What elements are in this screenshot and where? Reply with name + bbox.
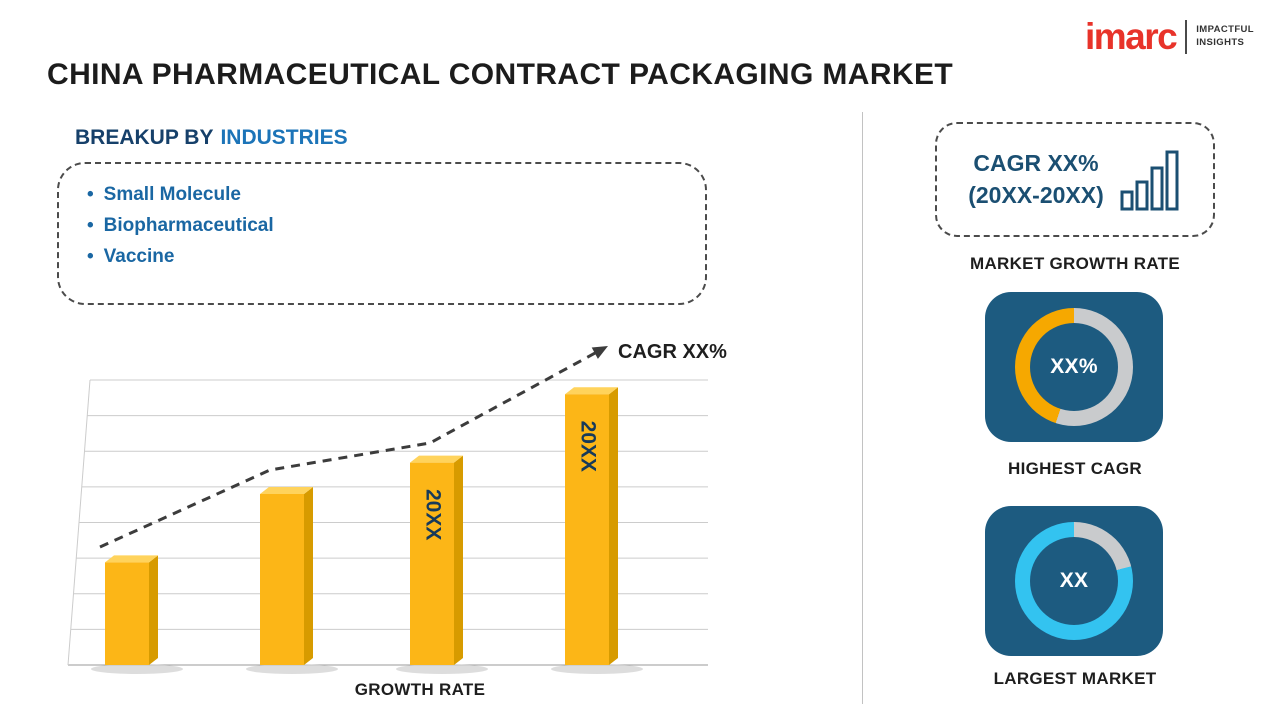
cagr-value: CAGR XX% (973, 150, 1099, 177)
cagr-period: (20XX-20XX) (968, 181, 1104, 208)
chart-gridlines (67, 379, 708, 666)
bar-shadow (91, 664, 183, 674)
bar-side-face (454, 455, 463, 665)
bar-side-face (149, 555, 158, 665)
largest-market-tile: XX (985, 506, 1163, 656)
chart-xaxis-label: GROWTH RATE (354, 680, 486, 699)
bar-shadow (246, 664, 338, 674)
logo-tagline-line2: INSIGHTS (1196, 36, 1245, 48)
chart-bars: 20XX 20XX (91, 387, 643, 674)
bar-top-face (105, 555, 158, 563)
imarc-logo: imarc IMPACTFUL INSIGHTS (1085, 18, 1254, 55)
breakup-industries-box: Small Molecule Biopharmaceutical Vaccine (57, 162, 707, 305)
logo-wordmark: imarc (1084, 16, 1178, 57)
bar (410, 462, 454, 665)
industry-small-molecule: Small Molecule (103, 184, 241, 205)
bar-top-face (260, 487, 313, 494)
donut-center: XX% (1030, 323, 1118, 411)
bar-shadow (396, 664, 488, 674)
list-item: Biopharmaceutical (87, 210, 705, 241)
highest-cagr-value: XX% (1050, 355, 1098, 378)
largest-market-label: LARGEST MARKET (993, 669, 1157, 688)
bar (260, 494, 304, 665)
highest-cagr-label: HIGHEST CAGR (1008, 459, 1142, 478)
industry-biopharmaceutical: Biopharmaceutical (103, 215, 274, 236)
y-axis-line (67, 379, 91, 666)
breakup-industries-list: Small Molecule Biopharmaceutical Vaccine (59, 164, 705, 272)
logo-separator (1185, 19, 1188, 54)
trend-dashed-arrow (99, 350, 598, 549)
bar (105, 562, 149, 665)
highest-cagr-donut-chart: XX% (1015, 308, 1133, 426)
bar-top-face (410, 455, 463, 463)
bar-label: 20XX (421, 489, 444, 540)
largest-market-value: XX (1059, 569, 1089, 592)
growth-rate-bar-chart: 20XX 20XX (67, 346, 708, 674)
largest-market-donut-chart: XX (1015, 522, 1133, 640)
list-item: Vaccine (87, 241, 705, 272)
bar-chart-icon (1120, 150, 1179, 210)
cagr-summary-box: CAGR XX% (20XX-20XX) (935, 122, 1215, 237)
bar-shadow (551, 664, 643, 674)
list-item: Small Molecule (87, 179, 705, 210)
bar (565, 394, 609, 665)
trend-arrowhead-icon (591, 346, 608, 359)
market-growth-rate-label: MARKET GROWTH RATE (969, 254, 1180, 273)
page-title: CHINA PHARMACEUTICAL CONTRACT PACKAGING … (47, 58, 954, 91)
bar-label: 20XX (576, 421, 599, 472)
bar-top-face (565, 387, 618, 395)
logo-tagline: IMPACTFUL INSIGHTS (1196, 24, 1254, 49)
bar-side-face (609, 387, 618, 665)
breakup-heading: BREAKUP BY INDUSTRIES (75, 126, 348, 150)
breakup-heading-highlight: INDUSTRIES (220, 126, 348, 149)
vertical-divider (862, 112, 863, 704)
highest-cagr-tile: XX% (985, 292, 1163, 442)
bar-side-face (304, 487, 313, 665)
industry-vaccine: Vaccine (103, 246, 175, 267)
breakup-heading-prefix: BREAKUP BY (75, 126, 214, 149)
donut-center: XX (1030, 537, 1118, 625)
cagr-summary-text: CAGR XX% (20XX-20XX) (968, 148, 1104, 210)
logo-tagline-line1: IMPACTFUL (1196, 24, 1254, 36)
chart-cagr-label: CAGR XX% (618, 341, 727, 363)
